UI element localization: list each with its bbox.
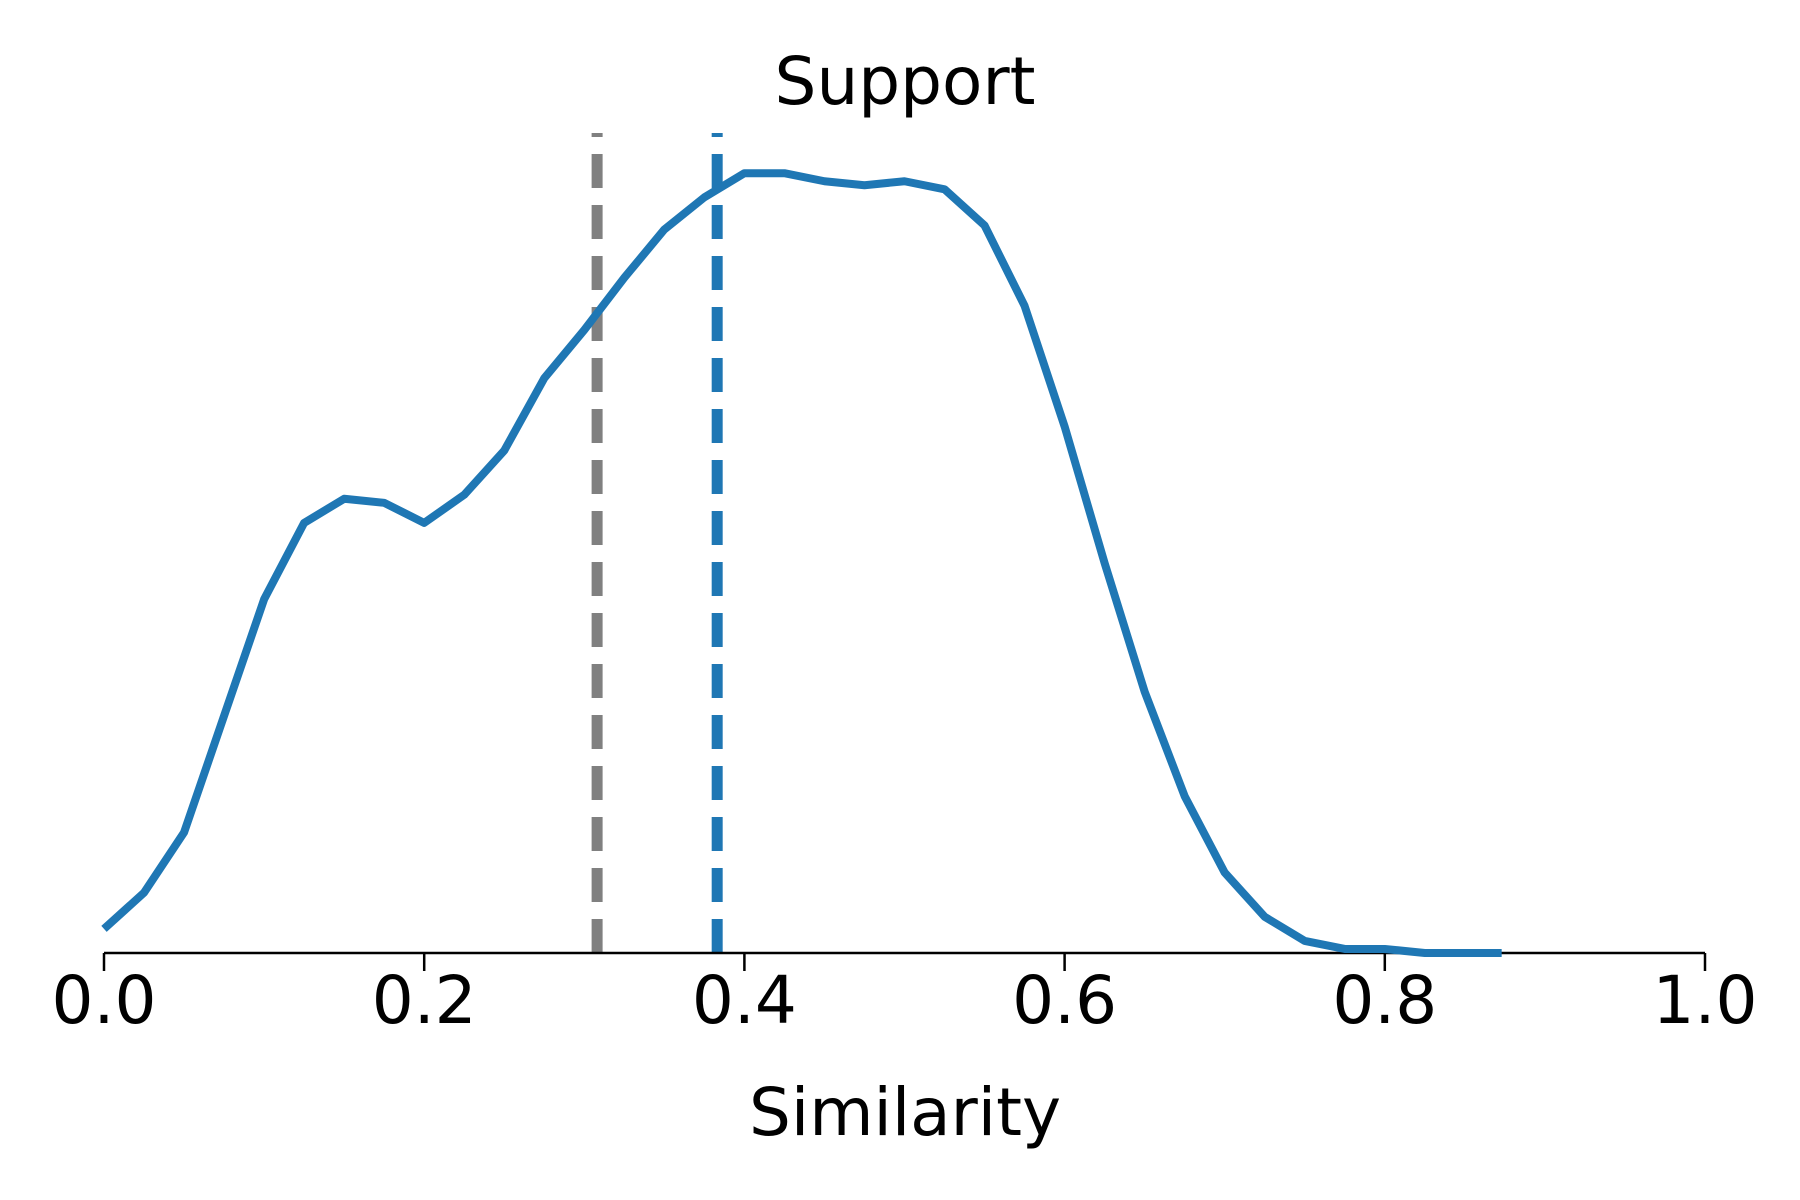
x-tick-label: 0.8 bbox=[1332, 962, 1437, 1039]
x-axis-label: Similarity bbox=[749, 1074, 1061, 1151]
x-tick-label: 0.2 bbox=[372, 962, 477, 1039]
x-tick-label: 0.4 bbox=[692, 962, 797, 1039]
x-tick-label: 0.6 bbox=[1012, 962, 1117, 1039]
chart-title: Support bbox=[775, 43, 1036, 120]
density-line bbox=[101, 169, 1502, 957]
x-tick-label: 0.0 bbox=[52, 962, 157, 1039]
x-tick-label: 1.0 bbox=[1653, 962, 1758, 1039]
